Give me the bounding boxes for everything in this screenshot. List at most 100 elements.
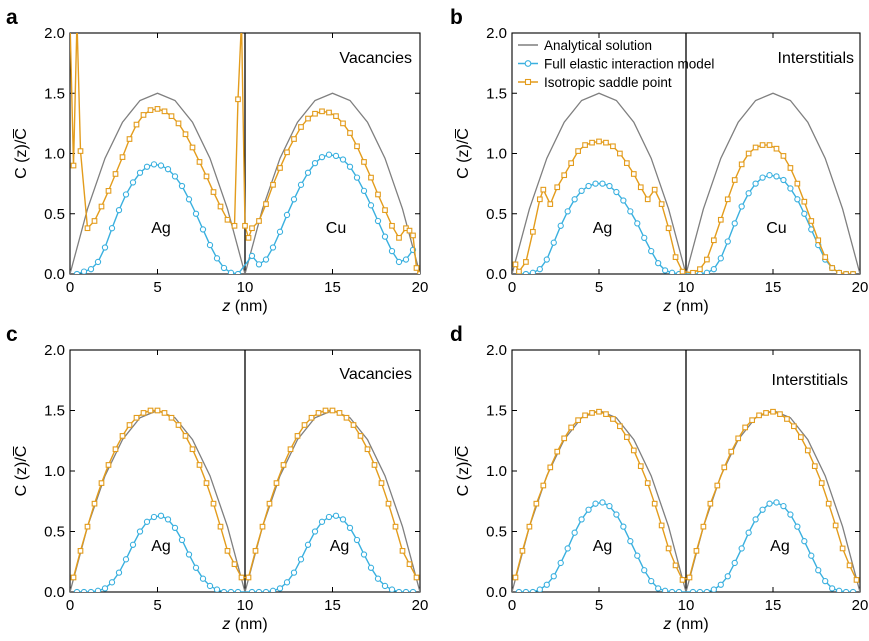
data-point-saddle [589, 410, 595, 416]
data-point-full-model [283, 579, 291, 586]
data-point-saddle [389, 222, 395, 229]
material-label: Ag [593, 220, 613, 237]
data-point-saddle [644, 480, 651, 486]
data-point-saddle [738, 161, 745, 168]
data-point-full-model [613, 188, 620, 196]
data-point-full-model [773, 173, 780, 180]
data-point-full-model [787, 185, 794, 192]
data-point-full-model [255, 261, 263, 268]
data-point-saddle [679, 268, 686, 274]
data-point-full-model [585, 506, 592, 513]
data-point-saddle [347, 130, 353, 136]
data-point-full-model [395, 588, 403, 592]
data-point-saddle [561, 435, 568, 442]
series-line-saddle [514, 140, 854, 274]
data-point-saddle [853, 577, 860, 583]
data-point-saddle [91, 500, 98, 507]
data-point-saddle [154, 106, 161, 112]
data-point-saddle [182, 433, 189, 439]
data-point-saddle [364, 446, 371, 453]
data-point-full-model [648, 577, 655, 585]
data-point-saddle [637, 184, 644, 191]
data-point-saddle [658, 522, 665, 529]
data-point-saddle [68, 19, 73, 24]
data-point-full-model [599, 180, 606, 187]
data-point-full-model [564, 208, 571, 215]
data-point-saddle [804, 447, 811, 454]
material-label: Cu [326, 220, 346, 237]
panel-letter: d [450, 323, 463, 346]
data-point-full-model [787, 511, 794, 518]
data-point-saddle [98, 203, 105, 210]
data-point-full-model [613, 511, 620, 518]
data-point-full-model [248, 252, 256, 260]
data-point-saddle [707, 500, 714, 507]
data-point-saddle [239, 19, 244, 24]
data-point-full-model [353, 536, 361, 544]
x-tick-label: 5 [153, 279, 161, 296]
data-point-saddle [818, 480, 825, 486]
data-point-saddle [665, 225, 672, 232]
data-point-full-model [766, 172, 773, 179]
data-point-full-model [73, 270, 81, 274]
panel-title: Interstitials [778, 50, 854, 67]
x-axis-variable: z [662, 616, 671, 633]
data-point-full-model [641, 567, 648, 574]
data-point-saddle [724, 196, 731, 203]
data-point-saddle [168, 414, 175, 421]
data-point-full-model [808, 552, 815, 559]
data-point-saddle [249, 225, 255, 232]
data-point-saddle [540, 482, 547, 489]
data-point-saddle [371, 462, 378, 468]
data-point-full-model [122, 556, 130, 563]
data-point-full-model [325, 513, 333, 521]
data-point-saddle [829, 265, 836, 271]
data-point-saddle [245, 574, 252, 581]
data-point-saddle [161, 108, 168, 115]
data-point-saddle [105, 462, 112, 468]
data-point-full-model [311, 159, 319, 167]
data-point-saddle [406, 227, 413, 234]
data-point-saddle [126, 422, 133, 428]
data-point-saddle [623, 160, 630, 166]
legend-label: Full elastic interaction model [544, 57, 714, 72]
data-point-full-model [150, 513, 158, 521]
data-point-saddle [784, 416, 790, 422]
data-area [68, 19, 420, 274]
data-point-full-model [220, 588, 228, 592]
data-point-saddle [523, 259, 529, 265]
data-point-saddle [410, 232, 416, 239]
data-point-saddle [526, 523, 533, 530]
data-point-full-model [759, 174, 766, 181]
data-point-saddle [780, 153, 787, 159]
panel-a: 0.0 0.5 1.0 1.5 2.0 0 5 10 15 20 z (nm) C (z)/C̅ a Va… [6, 6, 428, 315]
data-point-saddle [787, 165, 794, 171]
data-point-full-model [592, 180, 599, 187]
x-tick-label: 5 [595, 597, 603, 614]
data-point-saddle [319, 108, 325, 115]
data-point-full-model [297, 556, 305, 563]
data-point-full-model [829, 585, 836, 592]
y-tick-label: 1.5 [486, 403, 507, 420]
data-point-full-model [557, 559, 564, 567]
x-tick-label: 10 [237, 597, 254, 614]
data-point-saddle [836, 269, 842, 274]
y-axis-label: C (z)/C̅ [12, 446, 30, 497]
data-point-saddle [336, 410, 343, 416]
data-point-saddle [540, 186, 547, 193]
data-point-full-model [822, 577, 829, 585]
data-point-saddle [343, 414, 350, 421]
data-point-saddle [721, 464, 728, 471]
data-point-saddle [770, 408, 776, 415]
x-tick-label: 0 [66, 597, 74, 614]
data-point-saddle [547, 201, 554, 207]
data-point-full-model [731, 559, 738, 567]
data-point-saddle [140, 112, 147, 118]
data-point-saddle [263, 201, 269, 207]
data-point-saddle [392, 523, 399, 530]
data-point-saddle [312, 110, 318, 117]
data-point-full-model [381, 233, 389, 240]
x-axis-label: z (nm) [221, 298, 267, 315]
material-label: Cu [766, 220, 786, 237]
data-point-saddle [519, 548, 526, 554]
